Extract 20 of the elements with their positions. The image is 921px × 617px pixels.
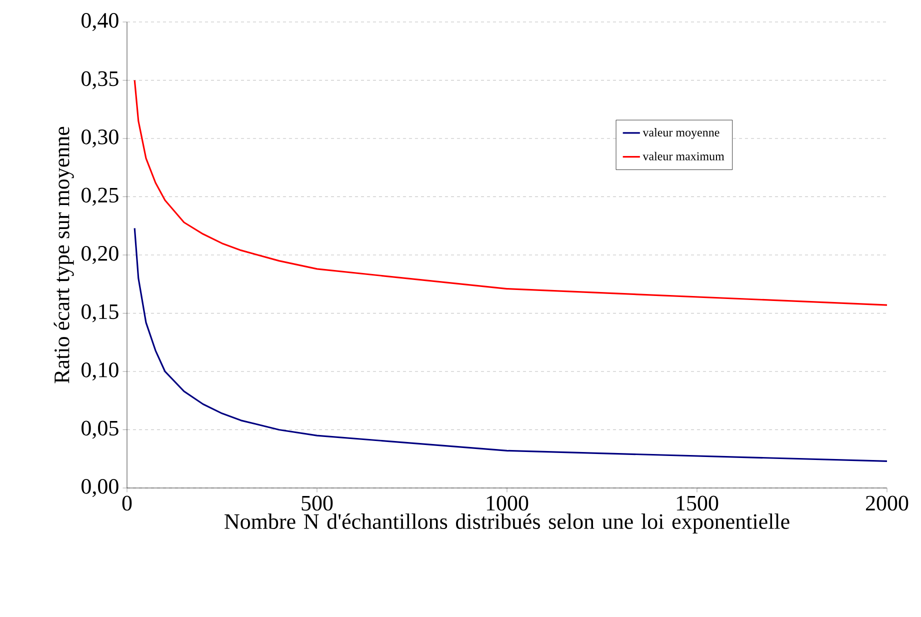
y-tick-label: 0,00 <box>82 478 118 497</box>
y-tick-label: 0,10 <box>82 362 118 380</box>
line-series <box>134 79 888 306</box>
x-tick-label: 1000 <box>486 496 528 511</box>
x-tick-label: 1500 <box>676 496 718 511</box>
y-tick-label: 0,05 <box>82 420 118 439</box>
x-tick-label: 2000 <box>866 496 908 511</box>
y-tick-label: 0,20 <box>82 246 118 264</box>
line-series <box>134 227 888 462</box>
y-tick-label: 0,35 <box>82 71 118 90</box>
y-axis-title: Ratio écart type sur moyenne <box>54 126 74 384</box>
y-tick-label: 0,15 <box>82 304 118 322</box>
x-axis-title: Nombre N d'échantillons distribués selon une loi exponentielle <box>224 513 790 534</box>
y-tick-label: 0,25 <box>82 188 118 206</box>
x-tick-label: 0 <box>122 496 132 511</box>
legend-label: valeur maximum <box>642 152 724 160</box>
y-tick-label: 0,40 <box>82 12 118 31</box>
y-tick-label: 0,30 <box>82 129 118 148</box>
x-tick-label: 500 <box>302 496 333 511</box>
legend-label: valeur moyenne <box>642 128 720 139</box>
